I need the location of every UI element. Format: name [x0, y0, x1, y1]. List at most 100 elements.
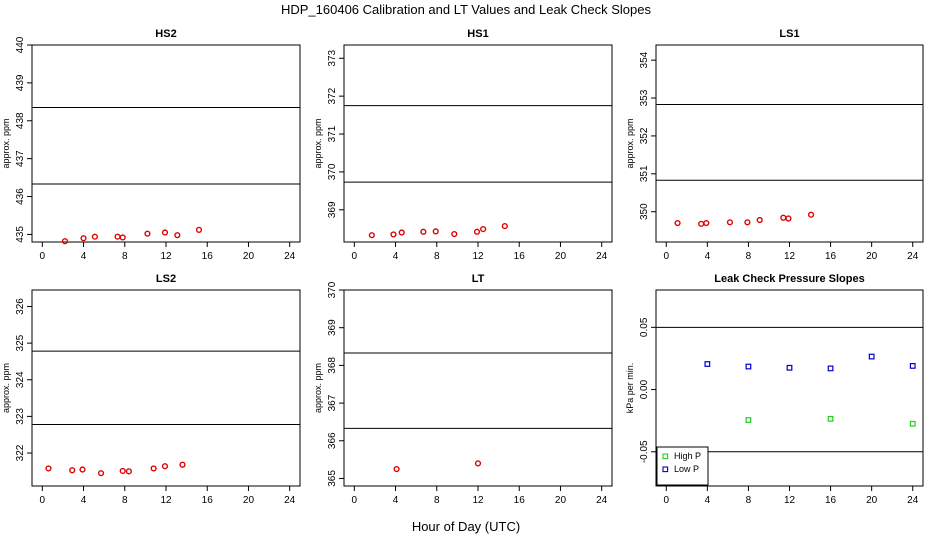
data-point: [756, 216, 763, 224]
data-point: [745, 417, 752, 423]
y-axis: 350 351 352 353 354: [639, 51, 656, 220]
y-tick-label: 354: [639, 51, 650, 68]
x-tick-label: 8: [434, 251, 440, 262]
x-tick-label: 16: [202, 251, 214, 262]
data-point: [91, 233, 98, 240]
chart-panel-5: LT 0 4 8 12 16 20 24 365 366 367 368 369 370 approx. p…: [313, 273, 613, 506]
data-point: [744, 219, 751, 226]
x-tick-label: 0: [40, 251, 46, 262]
x-tick-label: 20: [866, 495, 878, 506]
x-tick-label: 24: [284, 251, 296, 262]
y-axis: 369 370 371 372 373: [327, 49, 344, 218]
y-tick-label: 353: [639, 89, 650, 106]
x-tick-label: 12: [472, 495, 484, 506]
x-tick-label: 8: [122, 251, 128, 262]
data-point: [119, 234, 126, 241]
data-point: [868, 353, 875, 360]
x-tick-label: 20: [555, 251, 567, 262]
y-axis: 365 366 367 368 369 370: [327, 281, 344, 487]
data-point: [174, 232, 181, 239]
data-point: [909, 363, 916, 369]
series-calibration: [368, 222, 508, 239]
x-tick-label: 24: [907, 251, 919, 262]
data-point: [161, 229, 169, 236]
x-tick-label: 4: [393, 495, 399, 506]
data-point: [161, 463, 169, 470]
data-point: [79, 466, 86, 473]
y-tick-label: 368: [327, 357, 338, 374]
x-tick-label: 8: [434, 495, 440, 506]
y-tick-label: 372: [327, 87, 338, 104]
data-point: [785, 215, 792, 222]
y-tick-label: 369: [327, 201, 338, 218]
series-high-p: [745, 415, 916, 427]
y-tick-label: 373: [327, 49, 338, 66]
x-tick-label: 16: [514, 251, 526, 262]
data-point: [150, 465, 157, 472]
plot-frame: [343, 44, 613, 243]
y-axis-label: kPa per min.: [625, 363, 635, 414]
x-tick-label: 12: [160, 495, 172, 506]
series-low-p: [704, 353, 916, 372]
y-tick-label: 435: [15, 226, 26, 243]
data-point: [390, 231, 397, 238]
data-point: [398, 229, 405, 236]
x-tick-label: 24: [596, 495, 608, 506]
data-point: [114, 233, 121, 240]
x-tick-label: 4: [81, 495, 87, 506]
data-point: [451, 230, 458, 238]
y-tick-label: 436: [15, 188, 26, 205]
x-axis: 0 4 8 12 16 20 24: [352, 242, 608, 262]
data-point: [704, 361, 711, 367]
y-axis-label: approx. ppm: [313, 118, 323, 168]
series-calibration: [674, 211, 815, 227]
x-tick-label: 0: [663, 251, 669, 262]
y-tick-label: 324: [15, 371, 26, 388]
y-axis-label: approx. ppm: [313, 363, 323, 413]
x-tick-label: 0: [663, 495, 669, 506]
data-point: [909, 420, 916, 427]
y-tick-label: 439: [15, 74, 26, 91]
x-tick-label: 20: [243, 251, 255, 262]
data-point: [474, 460, 482, 467]
legend-marker: [662, 466, 669, 473]
y-tick-label: 366: [327, 432, 338, 449]
data-point: [195, 226, 203, 233]
x-tick-label: 4: [393, 251, 399, 262]
data-point: [726, 219, 734, 226]
y-tick-label: 352: [639, 127, 650, 144]
x-tick-label: 12: [784, 495, 796, 506]
chart-panel-3: LS1 0 4 8 12 16 20 24 350 351 352 353 354 approx. ppm: [625, 28, 924, 262]
y-tick-label: 369: [327, 319, 338, 336]
data-point: [745, 363, 752, 370]
data-point: [97, 470, 105, 477]
x-tick-label: 4: [705, 495, 711, 506]
plot-frame: [31, 44, 301, 243]
data-point: [473, 228, 481, 235]
y-axis-label: approx. ppm: [625, 118, 635, 168]
data-point: [80, 235, 87, 242]
y-axis-label: approx. ppm: [1, 118, 11, 168]
y-tick-label: 370: [327, 281, 338, 298]
data-point: [807, 211, 815, 218]
y-tick-label: 371: [327, 125, 338, 142]
series-calibration: [45, 461, 186, 477]
x-axis: 0 4 8 12 16 20 24: [40, 486, 296, 506]
x-tick-label: 0: [352, 495, 358, 506]
x-tick-label: 20: [555, 495, 567, 506]
x-tick-label: 8: [122, 495, 128, 506]
y-tick-label: 323: [15, 408, 26, 425]
data-point: [698, 220, 705, 227]
series-calibration: [393, 460, 482, 473]
x-tick-label: 0: [352, 251, 358, 262]
data-point: [703, 219, 710, 227]
y-tick-label: 0.05: [639, 317, 650, 337]
y-axis: -0.05 0.00 0.05: [639, 317, 656, 463]
plot-frame: [31, 289, 301, 487]
panel-title: HS1: [467, 28, 488, 40]
panel-title: Leak Check Pressure Slopes: [714, 273, 864, 285]
y-tick-label: 367: [327, 394, 338, 411]
series-calibration: [61, 226, 203, 245]
chart-panel-1: HS2 0 4 8 12 16 20 24 435 436 437 438 439 440 approx. …: [1, 28, 301, 262]
